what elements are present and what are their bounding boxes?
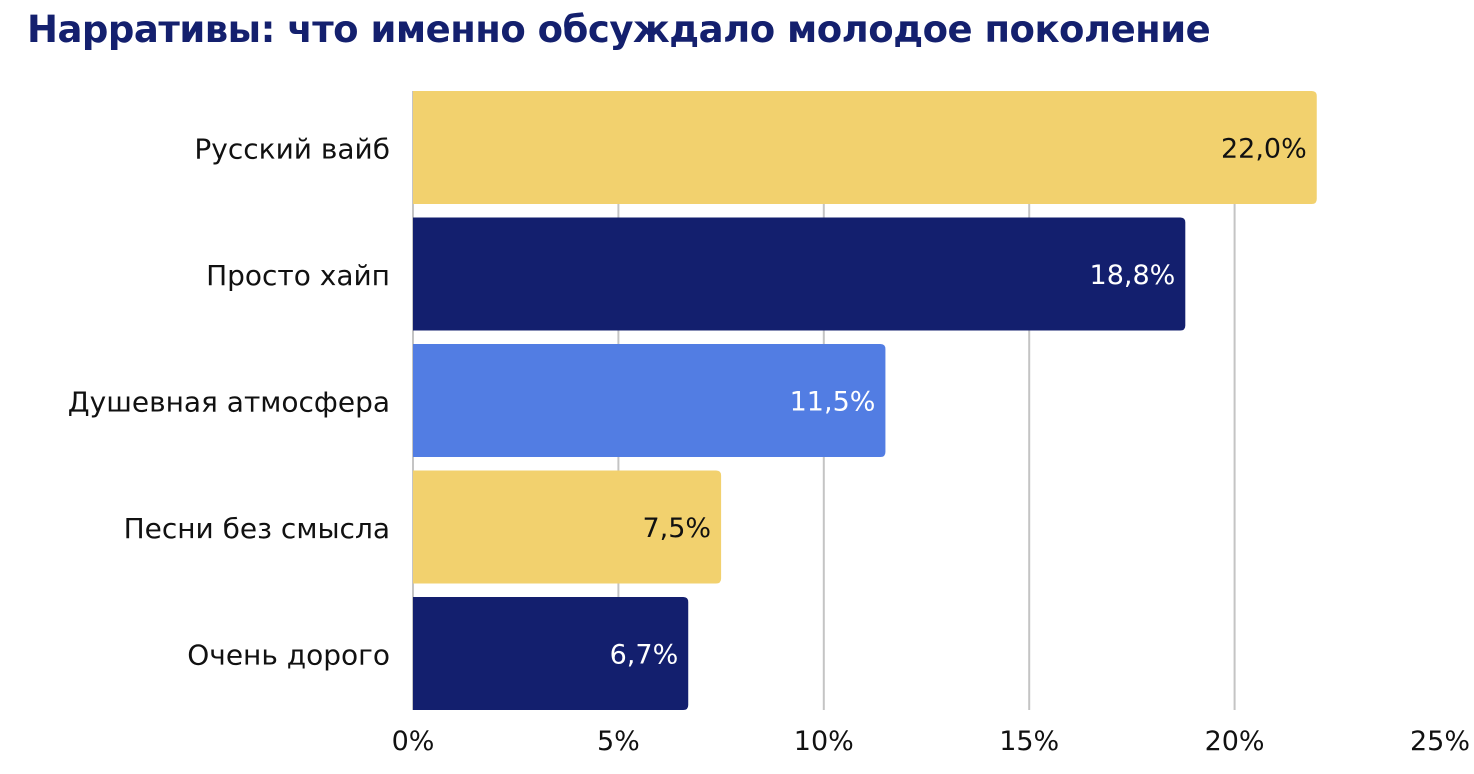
x-tick-label: 25% xyxy=(1410,726,1470,757)
x-tick-label: 0% xyxy=(392,726,435,757)
chart-title: Нарративы: что именно обсуждало молодое … xyxy=(27,8,1211,51)
category-label: Душевная атмосфера xyxy=(68,386,390,419)
data-label: 11,5% xyxy=(790,387,876,418)
x-tick-label: 10% xyxy=(794,726,854,757)
data-label: 18,8% xyxy=(1090,260,1176,291)
data-label: 7,5% xyxy=(642,513,711,544)
category-label: Русский вайб xyxy=(194,133,390,166)
category-label: Очень дорого xyxy=(187,639,390,672)
bar xyxy=(413,217,1186,331)
x-tick-label: 5% xyxy=(597,726,640,757)
x-tick-label: 20% xyxy=(1205,726,1265,757)
data-label: 22,0% xyxy=(1221,134,1307,165)
x-tick-label: 15% xyxy=(999,726,1059,757)
category-label: Песни без смысла xyxy=(124,512,390,545)
bar xyxy=(413,91,1317,204)
bar xyxy=(413,470,722,584)
bar xyxy=(413,344,886,457)
data-label: 6,7% xyxy=(610,640,679,671)
category-label: Просто хайп xyxy=(206,259,390,292)
bar xyxy=(413,597,689,710)
